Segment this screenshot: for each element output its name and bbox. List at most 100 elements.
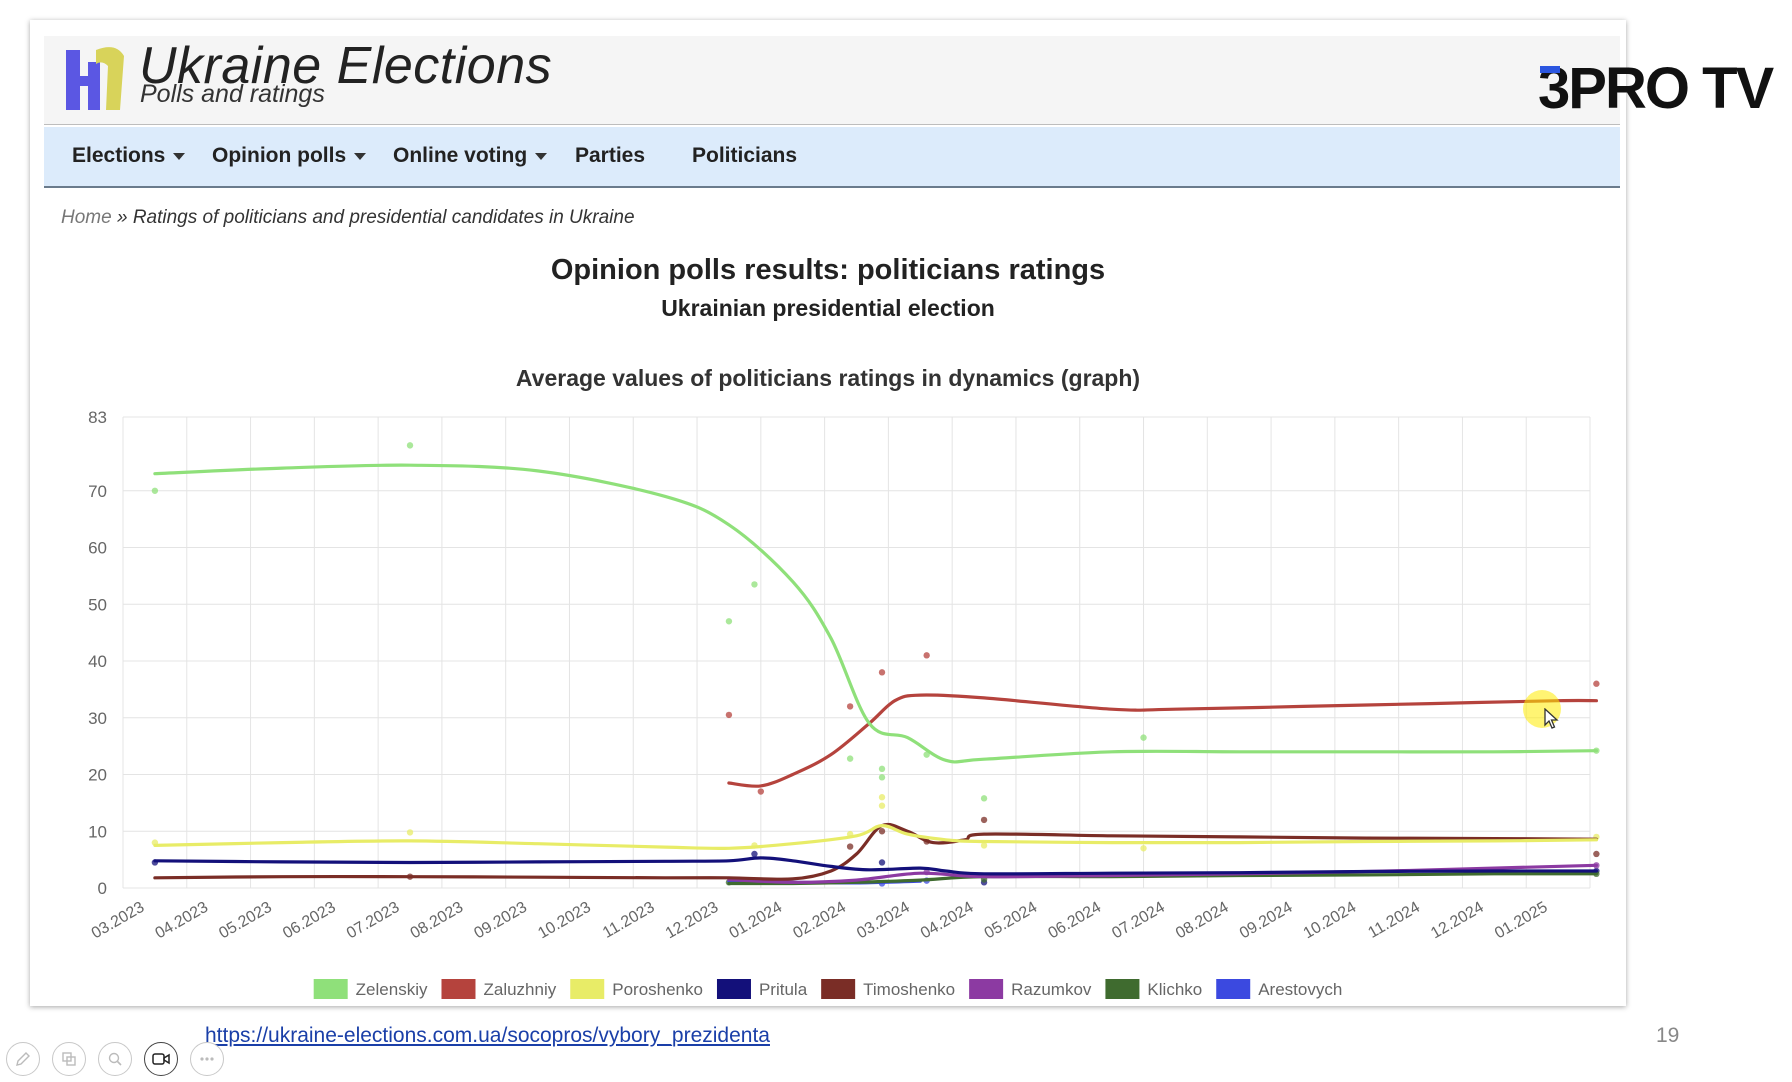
page-title: Opinion polls results: politicians ratin… [550, 254, 1106, 286]
legend-item-pritula[interactable]: Pritula [716, 979, 808, 999]
x-tick-label: 09.2024 [1237, 899, 1296, 943]
legend-swatch [821, 979, 856, 999]
nav-item-opinion-polls[interactable]: Opinion polls [212, 144, 367, 168]
nav-item-online-voting[interactable]: Online voting [393, 144, 548, 168]
brand-rest: PRO TV [1568, 56, 1774, 121]
chart-grid [122, 416, 1591, 889]
x-tick-label: 04.2023 [153, 899, 212, 943]
y-tick-label: 70 [88, 482, 107, 501]
legend-swatch [441, 979, 476, 999]
video-camera-icon[interactable] [144, 1042, 178, 1076]
nav-label: Parties [575, 144, 646, 167]
main-nav: Elections Opinion polls Online voting Pa… [44, 127, 1620, 188]
x-axis-ticks: 03.2023 04.2023 05.2023 06.2023 07.2023 08.20… [89, 899, 1551, 943]
poll-dot [725, 711, 733, 719]
poll-dot [878, 802, 886, 809]
legend-label: Poroshenko [612, 980, 703, 999]
x-tick-label: 01.2024 [727, 899, 786, 943]
brand-logo: 3PRO TV [1538, 55, 1774, 122]
x-tick-label: 05.2023 [216, 899, 275, 943]
zoom-icon[interactable] [98, 1042, 132, 1076]
breadcrumb-separator: » [116, 207, 128, 228]
legend-label: Zelenskiy [356, 980, 428, 999]
page-number: 19 [1656, 1024, 1680, 1047]
series-lines [153, 463, 1598, 886]
poll-dots [151, 442, 1600, 887]
legend-item-poroshenko[interactable]: Poroshenko [570, 979, 703, 999]
legend-swatch [1105, 979, 1140, 999]
chart-legend: Zelenskiy Zaluzhniy Poroshenko Pritula Timos… [313, 979, 1342, 999]
pen-icon[interactable] [6, 1042, 40, 1076]
legend-swatch [969, 979, 1004, 999]
mouse-pointer-icon [1544, 708, 1559, 729]
y-axis-ticks: 0 10 20 30 40 50 60 70 83 [88, 408, 107, 898]
poll-dot [923, 751, 930, 758]
y-tick-label: 10 [88, 822, 107, 841]
series-line-zaluzhniy [727, 693, 1598, 788]
nav-label: Online voting [393, 144, 528, 167]
x-tick-label: 11.2024 [1365, 899, 1423, 942]
nav-item-elections[interactable]: Elections [72, 144, 186, 168]
series-line-razumkov [727, 863, 1598, 884]
legend-item-timoshenko[interactable]: Timoshenko [821, 979, 955, 999]
breadcrumb: Home » Ratings of politicians and presid… [61, 207, 635, 229]
legend-swatch [313, 979, 348, 999]
legend-label: Razumkov [1011, 980, 1092, 999]
legend-item-zaluzhniy[interactable]: Zaluzhniy [441, 979, 557, 999]
x-tick-label: 07.2023 [344, 899, 403, 943]
poll-dot [725, 618, 733, 625]
poll-dot [878, 794, 886, 801]
poll-dot [406, 829, 414, 836]
poll-dot [1140, 734, 1147, 741]
breadcrumb-home-link[interactable]: Home [61, 207, 112, 228]
nav-item-politicians[interactable]: Politicians [692, 144, 797, 168]
x-tick-label: 08.2024 [1173, 899, 1232, 943]
slides-icon[interactable] [52, 1042, 86, 1076]
poll-dot [923, 652, 930, 659]
chart-title: Average values of politicians ratings in… [516, 365, 1140, 391]
poll-dot [151, 487, 159, 494]
cursor-highlight [1523, 690, 1561, 728]
x-tick-label: 01.2025 [1492, 899, 1551, 943]
x-tick-label: 09.2023 [471, 899, 530, 943]
series-line-pritula [153, 856, 1598, 876]
legend-item-klichko[interactable]: Klichko [1105, 979, 1202, 999]
y-tick-label: 60 [88, 539, 107, 558]
x-tick-label: 08.2023 [408, 899, 467, 943]
nav-label: Elections [72, 144, 166, 167]
legend-swatch [570, 979, 605, 999]
legend-label: Zaluzhniy [483, 980, 556, 999]
legend-item-arestovych[interactable]: Arestovych [1216, 979, 1342, 999]
y-tick-label: 50 [88, 595, 107, 614]
poll-dot [846, 843, 854, 850]
poll-dot [1593, 850, 1600, 858]
x-tick-label: 10.2023 [535, 899, 594, 943]
x-tick-label: 07.2024 [1109, 899, 1168, 943]
x-tick-label: 04.2024 [918, 899, 977, 943]
x-tick-label: 02.2024 [790, 899, 849, 943]
legend-label: Timoshenko [863, 980, 955, 999]
y-tick-label: 0 [98, 879, 107, 898]
legend-label: Klichko [1147, 980, 1202, 999]
legend-swatch [1216, 979, 1251, 999]
poll-dot [878, 774, 886, 781]
series-line-poroshenko [153, 824, 1598, 851]
nav-label: Opinion polls [212, 144, 347, 167]
x-tick-label: 10.2024 [1301, 899, 1360, 943]
y-tick-label: 40 [88, 652, 107, 671]
poll-dot [757, 788, 765, 795]
legend-item-zelenskiy[interactable]: Zelenskiy [313, 979, 428, 999]
site-title[interactable]: Ukraine Elections [139, 37, 553, 95]
x-tick-label: 03.2024 [854, 899, 913, 943]
source-link[interactable]: https://ukraine-elections.com.ua/socopro… [205, 1024, 770, 1047]
x-tick-label: 12.2024 [1428, 899, 1487, 943]
poll-dot [1140, 845, 1147, 852]
poll-dot [878, 765, 886, 773]
poll-dot [406, 442, 414, 449]
legend-item-razumkov[interactable]: Razumkov [969, 979, 1092, 999]
site-logo-icon[interactable] [52, 42, 142, 118]
more-icon[interactable] [190, 1042, 224, 1076]
nav-item-parties[interactable]: Parties [575, 144, 645, 168]
breadcrumb-current: Ratings of politicians and presidential … [132, 207, 635, 228]
